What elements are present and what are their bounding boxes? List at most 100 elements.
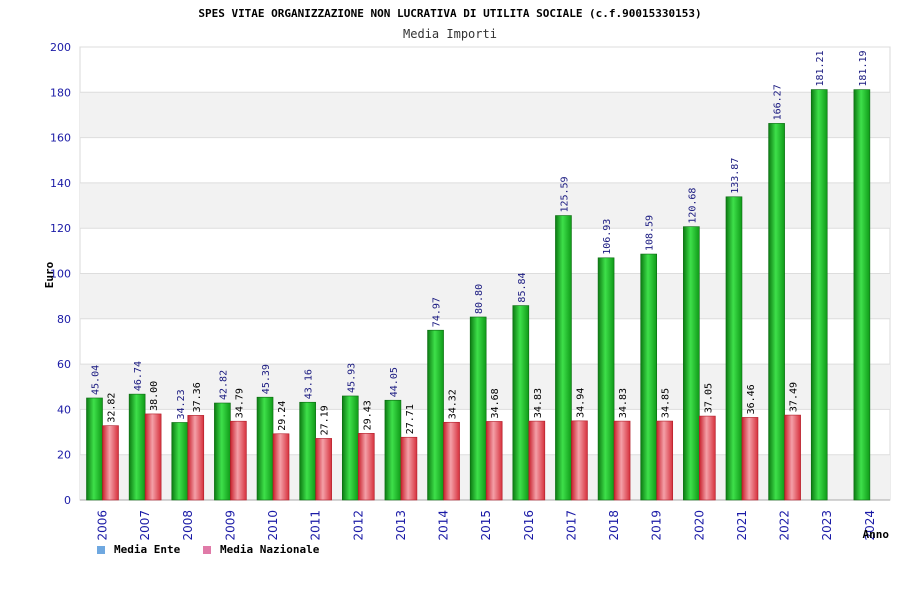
bar-media-ente-2023 — [810, 89, 828, 501]
bar-media-ente-2009 — [214, 402, 231, 501]
y-tick-label: 20 — [57, 449, 71, 462]
bar-media-nazionale-2012 — [357, 433, 375, 501]
data-label-media-nazionale-2007: 38.00 — [149, 381, 160, 411]
data-label-media-ente-2018: 106.93 — [602, 219, 613, 255]
y-tick-label: 60 — [57, 358, 71, 371]
legend-swatch-media-ente — [97, 546, 105, 554]
x-tick-label-2022: 2022 — [778, 510, 792, 541]
data-label-media-nazionale-2021: 36.46 — [746, 384, 757, 414]
data-label-media-nazionale-2022: 37.49 — [789, 382, 800, 412]
y-axis-ticks: 0 20 40 60 80 100 120 140 160 180 200 — [50, 41, 71, 507]
grid-band — [80, 182, 890, 229]
y-tick-label: 120 — [50, 222, 71, 235]
data-label-media-ente-2016: 85.84 — [517, 272, 528, 302]
bar-media-ente-2013 — [384, 399, 402, 501]
data-label-media-ente-2013: 44.05 — [389, 367, 400, 397]
data-label-media-nazionale-2013: 27.71 — [405, 404, 416, 434]
data-label-media-nazionale-2017: 34.94 — [575, 388, 586, 418]
bar-media-ente-2020 — [683, 226, 700, 501]
x-tick-label-2007: 2007 — [138, 510, 152, 541]
legend-swatch-media-nazionale — [203, 546, 211, 554]
bar-media-nazionale-2014 — [443, 421, 460, 501]
data-label-media-ente-2024: 181.19 — [858, 50, 869, 86]
x-tick-label-2013: 2013 — [394, 510, 408, 541]
data-label-media-ente-2014: 74.97 — [432, 297, 443, 327]
bars — [86, 89, 871, 501]
bar-media-nazionale-2009 — [230, 420, 247, 501]
data-label-media-nazionale-2014: 34.32 — [448, 389, 459, 419]
bar-media-ente-2017 — [555, 215, 572, 501]
legend: Media Ente Media Nazionale — [97, 543, 320, 556]
chart-subtitle: Media Importi — [403, 27, 497, 41]
data-label-media-nazionale-2015: 34.68 — [490, 388, 501, 418]
y-tick-label: 40 — [57, 403, 71, 416]
legend-label-media-ente: Media Ente — [114, 543, 181, 556]
x-tick-label-2009: 2009 — [223, 510, 237, 541]
bar-media-ente-2006 — [86, 397, 103, 501]
data-label-media-nazionale-2012: 29.43 — [362, 400, 373, 430]
bar-media-ente-2018 — [597, 257, 615, 501]
bar-media-ente-2024 — [853, 89, 871, 501]
x-tick-label-2012: 2012 — [351, 510, 365, 541]
data-label-media-ente-2021: 133.87 — [730, 158, 741, 194]
data-label-media-ente-2007: 46.74 — [133, 361, 144, 391]
data-label-media-nazionale-2010: 29.24 — [277, 401, 288, 431]
x-tick-label-2016: 2016 — [522, 510, 536, 541]
data-label-media-ente-2023: 181.21 — [815, 50, 826, 86]
bar-media-nazionale-2020 — [699, 415, 716, 501]
grid-band — [80, 92, 890, 138]
data-label-media-nazionale-2008: 37.36 — [192, 382, 203, 412]
data-label-media-nazionale-2006: 32.82 — [107, 393, 118, 423]
bar-media-ente-2022 — [768, 123, 785, 501]
y-tick-label: 180 — [50, 86, 71, 99]
x-tick-label-2014: 2014 — [437, 510, 451, 541]
bar-media-nazionale-2008 — [187, 415, 205, 501]
bar-media-nazionale-2017 — [571, 420, 588, 501]
data-label-media-ente-2006: 45.04 — [91, 365, 102, 395]
bar-media-nazionale-2021 — [741, 417, 759, 501]
y-tick-label: 140 — [50, 177, 71, 190]
x-tick-label-2024: 2024 — [863, 510, 877, 541]
chart-title: SPES VITAE ORGANIZZAZIONE NON LUCRATIVA … — [198, 7, 701, 20]
bar-media-ente-2012 — [341, 395, 359, 501]
y-tick-label: 200 — [50, 41, 71, 54]
bar-media-nazionale-2007 — [144, 413, 162, 501]
x-tick-label-2008: 2008 — [181, 510, 195, 541]
data-label-media-ente-2020: 120.68 — [687, 188, 698, 224]
x-tick-label-2023: 2023 — [820, 510, 834, 541]
data-label-media-ente-2022: 166.27 — [773, 84, 784, 120]
bar-media-nazionale-2019 — [656, 420, 674, 501]
legend-label-media-nazionale: Media Nazionale — [220, 543, 320, 556]
data-label-media-ente-2010: 45.39 — [261, 364, 272, 394]
x-tick-label-2015: 2015 — [479, 510, 493, 541]
bar-media-ente-2007 — [128, 393, 146, 501]
bar-media-nazionale-2015 — [485, 421, 503, 501]
y-tick-label: 0 — [64, 494, 71, 507]
bar-media-nazionale-2010 — [272, 433, 290, 501]
bar-media-ente-2019 — [640, 253, 658, 501]
bar-media-nazionale-2013 — [400, 436, 418, 501]
data-labels: 45.04 32.82 46.74 38.00 34.23 37.36 42.82 34.79… — [91, 50, 869, 435]
bar-media-nazionale-2006 — [102, 425, 119, 501]
bar-media-nazionale-2016 — [528, 420, 546, 501]
bar-media-nazionale-2018 — [613, 420, 631, 501]
x-tick-label-2006: 2006 — [96, 510, 110, 541]
x-tick-label-2011: 2011 — [309, 510, 323, 541]
data-label-media-nazionale-2018: 34.83 — [618, 388, 629, 418]
x-tick-label-2018: 2018 — [607, 510, 621, 541]
data-label-media-nazionale-2019: 34.85 — [661, 388, 672, 418]
x-tick-label-2010: 2010 — [266, 510, 280, 541]
data-label-media-nazionale-2020: 37.05 — [703, 383, 714, 413]
bar-media-ente-2010 — [256, 396, 274, 501]
bar-media-nazionale-2011 — [315, 438, 332, 501]
bar-media-nazionale-2022 — [784, 414, 801, 501]
x-tick-label-2017: 2017 — [564, 510, 578, 541]
bar-media-ente-2016 — [512, 305, 530, 501]
bar-media-ente-2015 — [469, 316, 487, 501]
data-label-media-ente-2009: 42.82 — [218, 370, 229, 400]
y-tick-label: 160 — [50, 132, 71, 145]
data-label-media-ente-2017: 125.59 — [559, 176, 570, 212]
x-tick-label-2020: 2020 — [692, 510, 706, 541]
y-tick-label: 80 — [57, 313, 71, 326]
